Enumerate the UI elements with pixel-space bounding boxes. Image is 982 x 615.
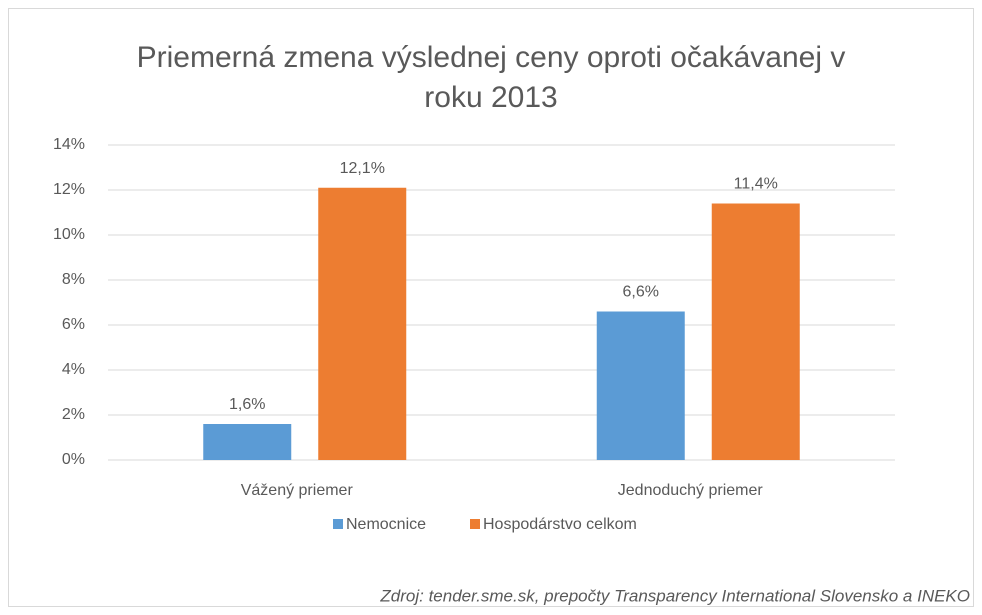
legend-label: Hospodárstvo celkom xyxy=(483,516,637,533)
bar xyxy=(318,187,407,460)
y-tick-label: 4% xyxy=(62,361,85,378)
y-tick-label: 0% xyxy=(62,451,85,468)
y-tick-label: 6% xyxy=(62,316,85,333)
y-tick-label: 8% xyxy=(62,271,85,288)
y-tick-label: 2% xyxy=(62,406,85,423)
bar xyxy=(711,203,800,460)
y-tick-label: 10% xyxy=(53,226,85,243)
bar xyxy=(203,424,292,460)
legend-swatch xyxy=(470,519,480,529)
legend-swatch xyxy=(333,519,343,529)
x-tick-label: Vážený priemer xyxy=(241,482,354,499)
legend-label: Nemocnice xyxy=(346,516,426,533)
chart-border xyxy=(8,8,974,607)
chart-title: Priemerná zmena výslednej ceny oproti oč… xyxy=(136,41,846,114)
data-label: 6,6% xyxy=(623,284,659,301)
y-tick-label: 12% xyxy=(53,181,85,198)
y-tick-label: 14% xyxy=(53,136,85,153)
source-note: Zdroj: tender.sme.sk, prepočty Transpare… xyxy=(379,586,970,605)
data-label: 12,1% xyxy=(340,160,385,177)
x-tick-label: Jednoduchý priemer xyxy=(618,482,764,499)
data-label: 1,6% xyxy=(229,396,265,413)
data-label: 11,4% xyxy=(734,176,778,193)
bar xyxy=(596,311,685,460)
